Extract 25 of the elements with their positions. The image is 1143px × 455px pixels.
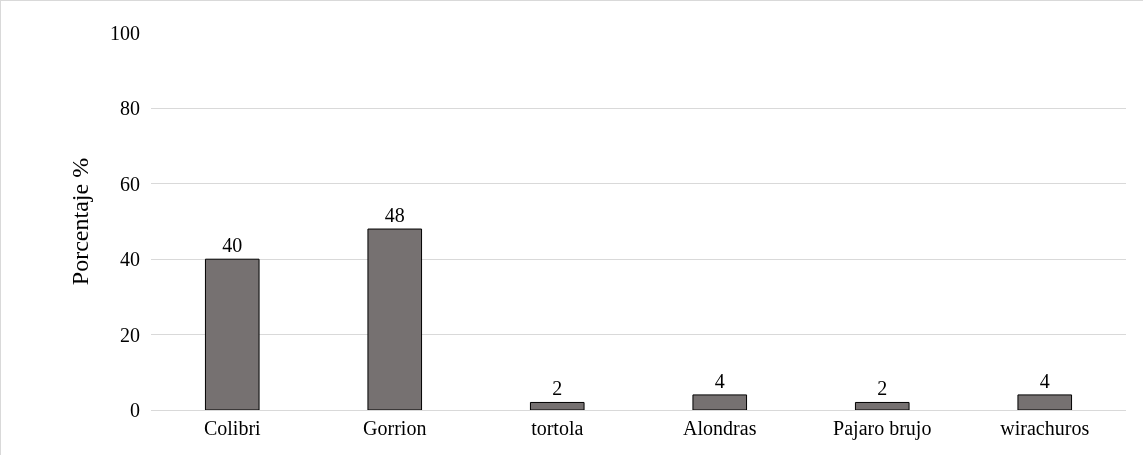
y-tick-label: 40: [120, 248, 140, 271]
bar: [1017, 394, 1073, 410]
bar: [204, 258, 260, 410]
x-tick-label: Gorrion: [363, 417, 427, 439]
bar: [367, 228, 423, 410]
data-label: 2: [877, 377, 888, 400]
x-tick-label: Alondras: [683, 417, 757, 439]
data-label: 48: [384, 204, 405, 227]
x-tick-label: tortola: [531, 417, 584, 439]
bar: [854, 401, 910, 410]
y-tick-label: 60: [120, 172, 140, 195]
y-tick-label: 100: [110, 22, 140, 44]
data-label: 2: [552, 377, 563, 400]
x-tick-label: Colibri: [203, 417, 262, 439]
y-tick-label: 0: [130, 399, 140, 421]
y-axis-title: Porcentaje %: [67, 157, 94, 286]
bar: [529, 401, 585, 410]
data-label: 40: [222, 234, 243, 257]
data-label: 4: [714, 369, 725, 392]
x-tick-label: Pajaro brujo: [833, 417, 932, 440]
x-tick-label: wirachuros: [1000, 417, 1090, 439]
data-label: 4: [1039, 369, 1050, 392]
y-tick-label: 80: [120, 97, 140, 120]
bar: [692, 394, 748, 410]
y-tick-label: 20: [120, 323, 140, 346]
